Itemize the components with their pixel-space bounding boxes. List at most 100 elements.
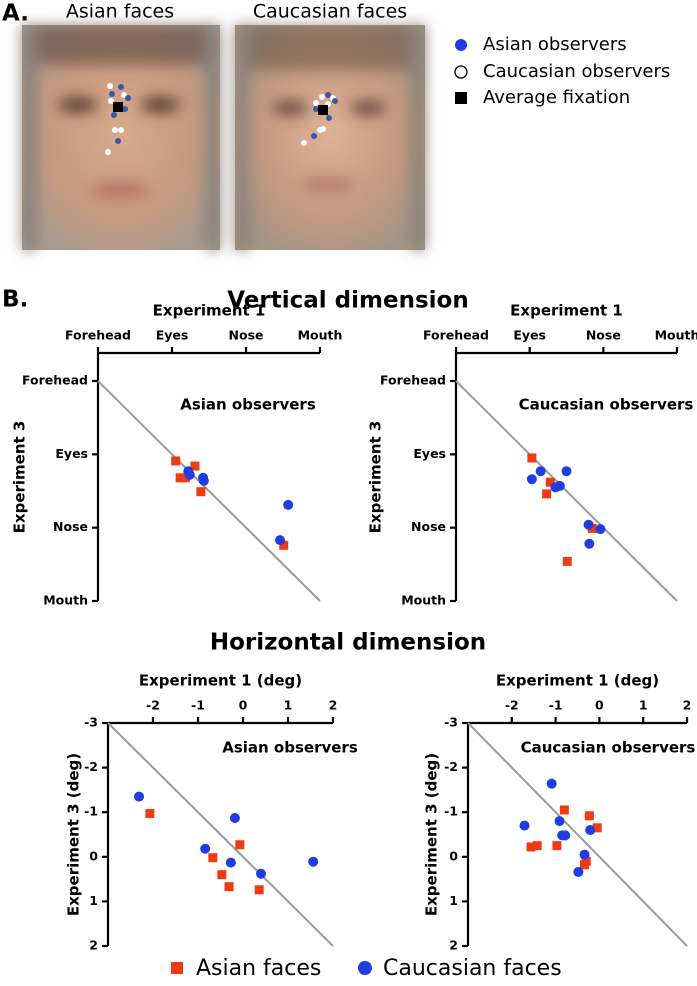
y-tick-label: Eyes xyxy=(413,446,446,461)
legend-label: Asian observers xyxy=(483,34,627,55)
point xyxy=(587,523,597,533)
point xyxy=(171,456,181,466)
point xyxy=(554,480,565,491)
legend: Asian observers Caucasian observers Aver… xyxy=(454,34,670,108)
y-tick-label: Forehead xyxy=(380,373,446,388)
x-tick-label: -1 xyxy=(549,698,563,713)
y-tick-label: 2 xyxy=(449,938,458,953)
y-tick-label: 1 xyxy=(89,893,98,908)
point xyxy=(190,461,200,471)
point xyxy=(134,791,145,802)
x-tick-label: Forehead xyxy=(423,328,489,343)
point xyxy=(526,474,537,485)
point xyxy=(592,823,602,833)
x-tick-label: Nose xyxy=(586,328,621,343)
legend-symbol xyxy=(455,39,467,51)
point xyxy=(545,477,555,487)
y-axis-title: Experiment 3 xyxy=(367,421,385,534)
point xyxy=(542,489,552,499)
y-tick-label: Mouth xyxy=(401,593,446,608)
fixation-points xyxy=(105,83,338,155)
point xyxy=(224,882,234,892)
point xyxy=(145,809,155,819)
scatter-chart: -2 -1 0 1 2 -3 -2 -1 0 1 2 Experiment 1 (deg) Experi… xyxy=(65,672,358,953)
point xyxy=(562,556,572,566)
identity-line xyxy=(97,380,321,602)
chart-title: Caucasian observers xyxy=(521,739,696,757)
point xyxy=(535,466,546,477)
y-tick-label: 1 xyxy=(449,893,458,908)
y-axis-title: Experiment 3 (deg) xyxy=(423,753,441,916)
point xyxy=(229,812,240,823)
y-tick-label: -2 xyxy=(84,759,98,774)
point xyxy=(184,469,195,480)
x-tick-label: Eyes xyxy=(513,328,546,343)
point xyxy=(256,868,266,879)
point xyxy=(583,519,594,530)
point xyxy=(584,811,594,821)
x-tick-label: 2 xyxy=(329,698,338,713)
point xyxy=(198,475,209,486)
section-title: Horizontal dimension xyxy=(210,630,486,656)
point xyxy=(552,841,562,851)
x-tick-label: Eyes xyxy=(156,328,189,343)
y-tick-label: 0 xyxy=(89,848,98,863)
point xyxy=(559,805,569,815)
point xyxy=(200,843,211,854)
x-tick-label: 1 xyxy=(639,698,648,713)
y-tick-label: Eyes xyxy=(55,446,88,461)
x-tick-label: 0 xyxy=(239,698,248,713)
point xyxy=(581,856,591,866)
chart-title: Asian observers xyxy=(222,739,358,757)
point xyxy=(175,473,185,483)
y-tick-label: -3 xyxy=(84,715,98,730)
legend-label: Caucasian faces xyxy=(383,956,562,981)
point xyxy=(579,849,590,860)
point xyxy=(254,885,264,895)
face-title: Caucasian faces xyxy=(253,1,407,23)
y-tick-label: -3 xyxy=(444,715,458,730)
legend-label: Asian faces xyxy=(196,956,321,981)
x-axis-title: Experiment 1 xyxy=(153,302,266,320)
x-axis-title: Experiment 1 (deg) xyxy=(496,672,659,690)
point xyxy=(561,466,572,477)
point xyxy=(554,816,565,827)
legend-symbol xyxy=(455,92,467,104)
face-image xyxy=(235,25,425,250)
x-tick-label: 1 xyxy=(284,698,293,713)
y-tick-label: 2 xyxy=(89,938,98,953)
y-tick-label: -1 xyxy=(444,804,458,819)
y-tick-label: -1 xyxy=(84,804,98,819)
legend-label: Caucasian observers xyxy=(483,61,670,82)
identity-line xyxy=(107,722,334,947)
point xyxy=(225,857,236,868)
scatter-chart: Forehead Eyes Nose Mouth Forehead Eyes Nose Mou… xyxy=(11,302,343,608)
legend-symbol xyxy=(454,65,468,79)
x-tick-label: -2 xyxy=(505,698,519,713)
x-tick-label: 2 xyxy=(683,698,692,713)
point xyxy=(527,453,537,463)
x-tick-label: Forehead xyxy=(65,328,131,343)
y-tick-label: Forehead xyxy=(22,373,88,388)
y-axis-title: Experiment 3 xyxy=(11,421,29,534)
x-tick-label: Mouth xyxy=(655,328,697,343)
point xyxy=(585,825,596,836)
point xyxy=(546,778,557,789)
point xyxy=(235,840,245,850)
point xyxy=(532,841,542,851)
x-tick-label: Mouth xyxy=(298,328,343,343)
legend-label: Average fixation xyxy=(483,87,630,108)
point xyxy=(196,487,206,497)
point xyxy=(279,540,289,550)
chart-title: Caucasian observers xyxy=(519,396,694,414)
panel-label: B. xyxy=(2,287,28,313)
y-tick-label: Nose xyxy=(53,519,88,534)
point xyxy=(526,842,536,852)
chart-title: Asian observers xyxy=(180,396,316,414)
panel-label: A. xyxy=(2,1,29,27)
y-tick-label: 0 xyxy=(449,848,458,863)
x-tick-label: -1 xyxy=(191,698,205,713)
point xyxy=(275,535,286,546)
y-axis-title: Experiment 3 (deg) xyxy=(65,753,83,916)
